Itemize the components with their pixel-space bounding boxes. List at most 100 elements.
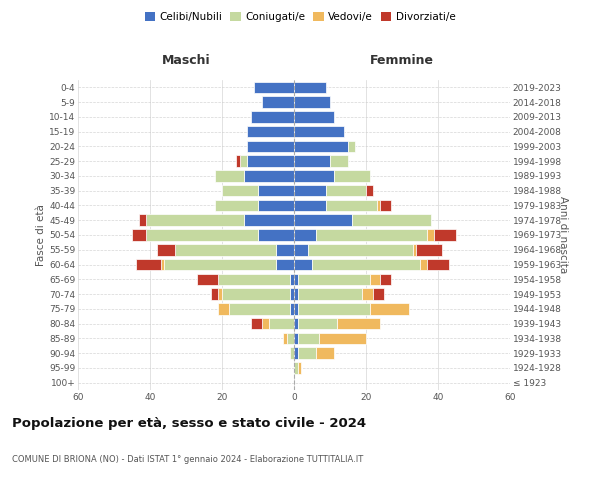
- Bar: [294, 214, 352, 226]
- Bar: [326, 200, 377, 211]
- Bar: [276, 244, 294, 256]
- Bar: [294, 82, 326, 93]
- Bar: [146, 229, 258, 241]
- Y-axis label: Anni di nascita: Anni di nascita: [557, 196, 568, 274]
- Bar: [312, 259, 420, 270]
- Bar: [370, 303, 409, 314]
- Bar: [258, 229, 294, 241]
- Bar: [218, 303, 229, 314]
- Bar: [258, 200, 294, 211]
- Bar: [247, 156, 294, 167]
- Bar: [294, 200, 326, 211]
- Bar: [222, 185, 258, 196]
- Bar: [326, 185, 366, 196]
- Y-axis label: Fasce di età: Fasce di età: [36, 204, 46, 266]
- Bar: [413, 244, 416, 256]
- Bar: [294, 259, 312, 270]
- Bar: [161, 259, 164, 270]
- Bar: [298, 362, 301, 374]
- Bar: [319, 332, 366, 344]
- Bar: [298, 348, 316, 359]
- Bar: [298, 288, 362, 300]
- Bar: [316, 348, 334, 359]
- Bar: [427, 229, 434, 241]
- Text: Maschi: Maschi: [161, 54, 211, 68]
- Bar: [348, 140, 355, 152]
- Bar: [316, 229, 427, 241]
- Bar: [157, 244, 175, 256]
- Bar: [251, 111, 294, 122]
- Bar: [294, 362, 298, 374]
- Bar: [244, 170, 294, 181]
- Bar: [294, 156, 330, 167]
- Bar: [294, 96, 330, 108]
- Bar: [373, 288, 384, 300]
- Bar: [283, 332, 287, 344]
- Bar: [236, 156, 240, 167]
- Bar: [370, 274, 380, 285]
- Bar: [337, 318, 380, 330]
- Bar: [294, 288, 298, 300]
- Bar: [380, 274, 391, 285]
- Bar: [298, 332, 319, 344]
- Bar: [287, 332, 294, 344]
- Bar: [197, 274, 218, 285]
- Bar: [215, 200, 258, 211]
- Bar: [139, 214, 146, 226]
- Bar: [215, 170, 244, 181]
- Bar: [362, 288, 373, 300]
- Bar: [377, 200, 380, 211]
- Bar: [330, 156, 348, 167]
- Bar: [294, 126, 344, 138]
- Bar: [380, 200, 391, 211]
- Text: COMUNE DI BRIONA (NO) - Dati ISTAT 1° gennaio 2024 - Elaborazione TUTTITALIA.IT: COMUNE DI BRIONA (NO) - Dati ISTAT 1° ge…: [12, 455, 363, 464]
- Bar: [427, 259, 449, 270]
- Bar: [269, 318, 294, 330]
- Bar: [434, 229, 456, 241]
- Bar: [136, 259, 161, 270]
- Bar: [247, 126, 294, 138]
- Bar: [294, 274, 298, 285]
- Bar: [164, 259, 276, 270]
- Bar: [294, 170, 334, 181]
- Bar: [290, 303, 294, 314]
- Bar: [298, 318, 337, 330]
- Bar: [334, 170, 370, 181]
- Bar: [222, 288, 290, 300]
- Bar: [244, 214, 294, 226]
- Bar: [294, 185, 326, 196]
- Bar: [298, 303, 370, 314]
- Bar: [240, 156, 247, 167]
- Bar: [294, 244, 308, 256]
- Bar: [294, 332, 298, 344]
- Bar: [218, 274, 290, 285]
- Bar: [262, 318, 269, 330]
- Bar: [251, 318, 262, 330]
- Bar: [132, 229, 146, 241]
- Bar: [254, 82, 294, 93]
- Bar: [290, 274, 294, 285]
- Bar: [298, 274, 370, 285]
- Bar: [218, 288, 222, 300]
- Bar: [146, 214, 244, 226]
- Bar: [262, 96, 294, 108]
- Bar: [294, 348, 298, 359]
- Legend: Celibi/Nubili, Coniugati/e, Vedovi/e, Divorziati/e: Celibi/Nubili, Coniugati/e, Vedovi/e, Di…: [140, 8, 460, 26]
- Bar: [416, 244, 442, 256]
- Bar: [290, 348, 294, 359]
- Text: Femmine: Femmine: [370, 54, 434, 68]
- Bar: [258, 185, 294, 196]
- Bar: [294, 229, 316, 241]
- Text: Popolazione per età, sesso e stato civile - 2024: Popolazione per età, sesso e stato civil…: [12, 418, 366, 430]
- Bar: [420, 259, 427, 270]
- Bar: [294, 111, 334, 122]
- Bar: [276, 259, 294, 270]
- Bar: [247, 140, 294, 152]
- Bar: [352, 214, 431, 226]
- Bar: [229, 303, 290, 314]
- Bar: [290, 288, 294, 300]
- Bar: [294, 318, 298, 330]
- Bar: [308, 244, 413, 256]
- Bar: [175, 244, 276, 256]
- Bar: [294, 140, 348, 152]
